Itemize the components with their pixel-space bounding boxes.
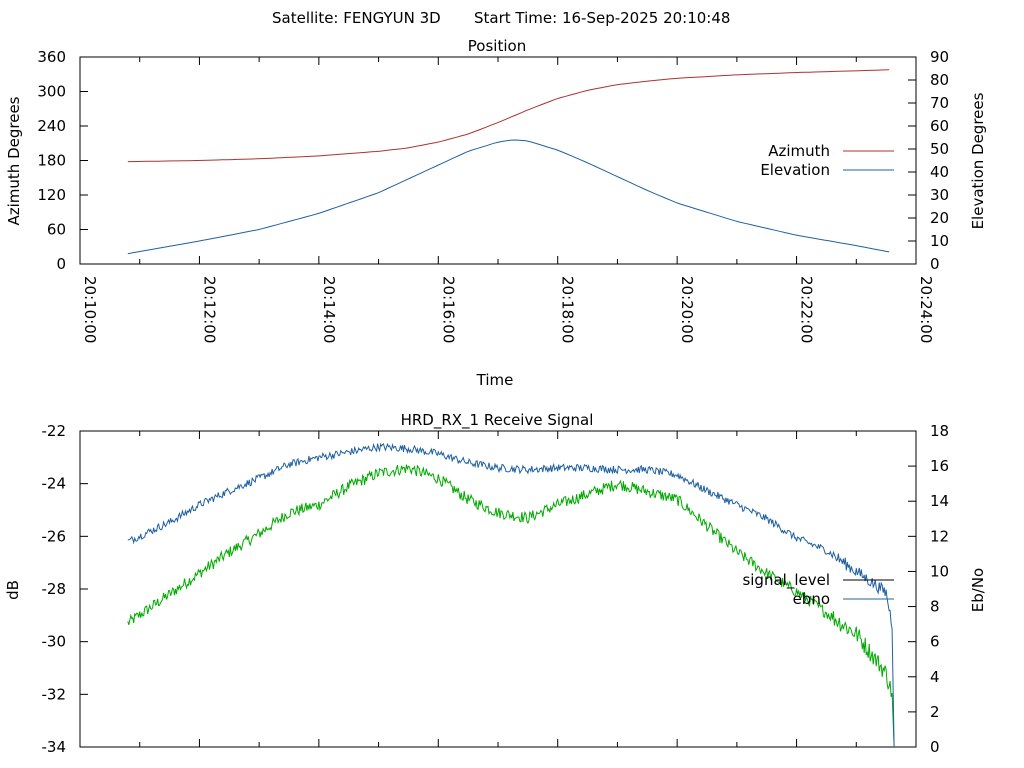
signal-series bbox=[127, 442, 895, 748]
y-tick-label: 240 bbox=[37, 117, 66, 135]
position-chart-title: Position bbox=[468, 37, 526, 55]
legend-ebno-label: ebno bbox=[793, 590, 830, 608]
x-tick-label: 20:10:00 bbox=[81, 276, 99, 343]
legend-signal-level-label: signal_level bbox=[742, 571, 830, 590]
position-chart: Position 0 60 120 180 240 300 360 0 10 20 30 40 50 60… bbox=[5, 37, 987, 389]
y2-tick-label: 40 bbox=[930, 163, 949, 181]
y2-tick-label: 8 bbox=[930, 598, 940, 616]
position-y-axis-label: Azimuth Degrees bbox=[5, 96, 23, 225]
y-tick-label: 0 bbox=[56, 255, 66, 273]
x-tick-label: 20:12:00 bbox=[200, 276, 218, 343]
y2-tick-label: 50 bbox=[930, 140, 949, 158]
y2-tick-label: 10 bbox=[930, 232, 949, 250]
legend-azimuth-label: Azimuth bbox=[768, 142, 830, 160]
signal-chart-title: HRD_RX_1 Receive Signal bbox=[401, 411, 594, 430]
y2-tick-label: 60 bbox=[930, 117, 949, 135]
satellite-label: Satellite: FENGYUN 3D bbox=[272, 9, 441, 27]
y-tick-label: -22 bbox=[42, 422, 67, 440]
y-tick-label: -34 bbox=[42, 738, 67, 756]
x-tick-label: 20:24:00 bbox=[917, 276, 935, 343]
start-time-label: Start Time: 16-Sep-2025 20:10:48 bbox=[474, 9, 730, 27]
y-tick-label: -30 bbox=[42, 633, 67, 651]
series-line-signal-level bbox=[127, 464, 895, 748]
y2-tick-label: 2 bbox=[930, 703, 940, 721]
signal-legend: signal_level ebno bbox=[742, 571, 894, 608]
series-line-ebno bbox=[127, 442, 895, 748]
signal-ticks: -34 -32 -30 -28 -26 -24 -22 0 2 4 6 8 10 12 14 16 18 bbox=[42, 422, 950, 756]
position-ticks: 0 60 120 180 240 300 360 0 10 20 30 40 50 60 70 80 90 20:… bbox=[37, 48, 949, 343]
signal-y2-axis-label: Eb/No bbox=[969, 568, 987, 612]
y-tick-label: -28 bbox=[42, 580, 67, 598]
signal-plot-frame bbox=[79, 430, 917, 748]
series-line-elevation bbox=[127, 139, 890, 255]
y2-tick-label: 20 bbox=[930, 209, 949, 227]
position-series bbox=[127, 69, 890, 255]
x-tick-label: 20:18:00 bbox=[559, 276, 577, 343]
legend-elevation-label: Elevation bbox=[760, 161, 830, 179]
y2-tick-label: 0 bbox=[930, 738, 940, 756]
y2-tick-label: 10 bbox=[930, 562, 949, 580]
position-y2-axis-label: Elevation Degrees bbox=[969, 92, 987, 229]
signal-y-axis-label: dB bbox=[4, 580, 22, 600]
y-tick-label: -26 bbox=[42, 527, 67, 545]
y2-tick-label: 0 bbox=[930, 255, 940, 273]
position-x-axis-label: Time bbox=[476, 371, 514, 389]
x-tick-label: 20:20:00 bbox=[678, 276, 696, 343]
y-tick-label: -24 bbox=[42, 475, 67, 493]
y2-tick-label: 80 bbox=[930, 71, 949, 89]
y2-tick-label: 6 bbox=[930, 633, 940, 651]
y-tick-label: -32 bbox=[42, 685, 67, 703]
y-tick-label: 180 bbox=[37, 152, 66, 170]
y2-tick-label: 70 bbox=[930, 94, 949, 112]
y2-tick-label: 18 bbox=[930, 422, 949, 440]
y-tick-label: 120 bbox=[37, 186, 66, 204]
x-tick-label: 20:22:00 bbox=[798, 276, 816, 343]
y2-tick-label: 4 bbox=[930, 668, 940, 686]
y2-tick-label: 16 bbox=[930, 457, 949, 475]
y2-tick-label: 14 bbox=[930, 492, 949, 510]
y2-tick-label: 30 bbox=[930, 186, 949, 204]
x-tick-label: 20:16:00 bbox=[439, 276, 457, 343]
y-tick-label: 60 bbox=[47, 221, 66, 239]
x-tick-label: 20:14:00 bbox=[320, 276, 338, 343]
y-tick-label: 300 bbox=[37, 83, 66, 101]
signal-chart: HRD_RX_1 Receive Signal -34-32-30-28-26-… bbox=[4, 411, 987, 756]
y2-tick-label: 90 bbox=[930, 48, 949, 66]
y-tick-label: 360 bbox=[37, 48, 66, 66]
y2-tick-label: 12 bbox=[930, 527, 949, 545]
position-legend: Azimuth Elevation bbox=[760, 142, 894, 179]
series-line-azimuth bbox=[127, 69, 890, 163]
